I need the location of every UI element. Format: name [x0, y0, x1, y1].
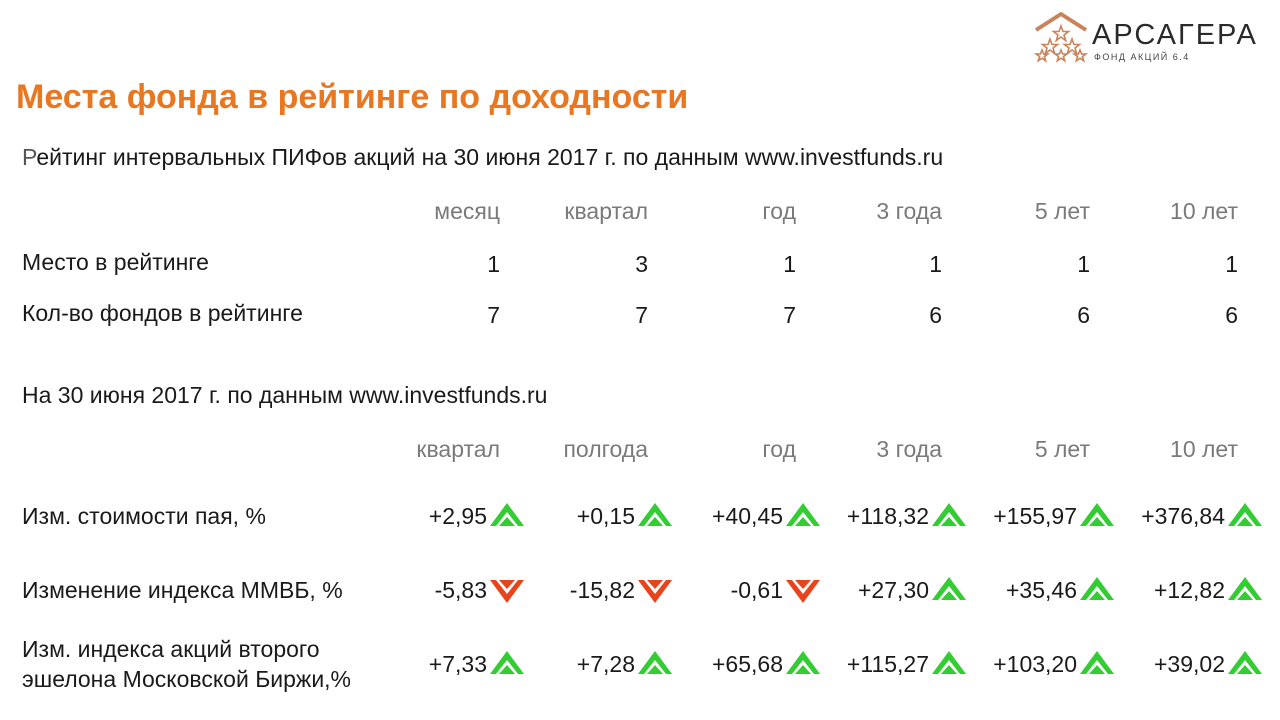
page-title: Места фонда в рейтинге по доходности	[16, 78, 689, 116]
rating-cell: 1	[1077, 251, 1090, 277]
returns-value: -5,83	[434, 576, 487, 603]
green-up-arrow-icon	[932, 651, 966, 674]
rating-cell: 1	[783, 251, 796, 277]
returns-value: +118,32	[846, 502, 929, 529]
returns-value: -0,61	[730, 576, 783, 603]
green-up-arrow-icon	[490, 651, 524, 674]
rating-cell: 6	[929, 302, 942, 328]
rating-cell: 7	[635, 302, 648, 328]
rating-caption-rest: ейтинг интервальных ПИФов акций на 30 ию…	[36, 144, 944, 170]
returns-cell: -15,82	[570, 573, 674, 607]
rating-cell: 1	[1225, 251, 1238, 277]
returns-cell: +65,68	[712, 647, 822, 681]
returns-value: -15,82	[569, 576, 635, 603]
green-up-arrow-icon	[638, 503, 672, 526]
green-up-arrow-icon	[786, 651, 820, 674]
green-up-arrow-icon	[932, 577, 966, 600]
returns-cell: +118,32	[847, 499, 968, 533]
logo-name: АРСАГЕРА	[1092, 19, 1258, 51]
rating-column-header: месяц	[434, 198, 500, 224]
green-up-arrow-icon	[1228, 503, 1262, 526]
returns-row-label-line: Изм. индекса акций второго	[22, 636, 320, 662]
returns-cell: +12,82	[1154, 573, 1264, 607]
returns-value: +35,46	[1006, 576, 1077, 603]
returns-cell: +40,45	[712, 499, 822, 533]
red-down-arrow-icon	[638, 580, 672, 603]
rating-cell: 7	[783, 302, 796, 328]
rating-cell: 1	[487, 251, 500, 277]
returns-cell: -5,83	[435, 573, 526, 607]
returns-row-label: Изм. стоимости пая, %	[22, 501, 266, 531]
returns-row-label-line: эшелона Московской Биржи,%	[22, 666, 352, 692]
rating-column-header: квартал	[564, 198, 648, 224]
green-up-arrow-icon	[786, 503, 820, 526]
green-up-arrow-icon	[1228, 651, 1262, 674]
returns-value: +0,15	[576, 502, 635, 529]
returns-row-label: Изменение индекса ММВБ, %	[22, 575, 343, 605]
red-down-arrow-icon	[786, 580, 820, 603]
green-up-arrow-icon	[1080, 577, 1114, 600]
rating-row-label: Кол-во фондов в рейтинге	[22, 300, 303, 326]
returns-value: +115,27	[846, 650, 929, 677]
green-up-arrow-icon	[490, 503, 524, 526]
green-up-arrow-icon	[1080, 503, 1114, 526]
returns-column-header: год	[762, 436, 796, 462]
green-up-arrow-icon	[638, 651, 672, 674]
rating-cell: 1	[929, 251, 942, 277]
rating-column-header: 10 лет	[1170, 198, 1238, 224]
rating-caption: Рейтинг интервальных ПИФов акций на 30 и…	[22, 144, 943, 171]
returns-cell: +35,46	[1006, 573, 1116, 607]
returns-caption: На 30 июня 2017 г. по данным www.investf…	[22, 382, 548, 408]
returns-cell: +7,28	[577, 647, 674, 681]
red-down-arrow-icon	[490, 580, 524, 603]
returns-value: +7,33	[428, 650, 487, 677]
logo: АРСАГЕРА ФОНД АКЦИЙ 6.4	[1034, 12, 1270, 66]
returns-value: +12,82	[1154, 576, 1225, 603]
rating-cell: 3	[635, 251, 648, 277]
returns-value: +27,30	[858, 576, 929, 603]
returns-row-label-line: Изменение индекса ММВБ, %	[22, 577, 343, 603]
green-up-arrow-icon	[1080, 651, 1114, 674]
returns-cell: +103,20	[993, 647, 1116, 681]
logo-subtitle: ФОНД АКЦИЙ 6.4	[1094, 52, 1190, 62]
rating-column-header: 5 лет	[1034, 198, 1090, 224]
logo-stars-house-icon	[1034, 12, 1088, 63]
rating-cell: 6	[1225, 302, 1238, 328]
rating-row-label: Место в рейтинге	[22, 249, 209, 275]
returns-value: +103,20	[993, 650, 1077, 677]
returns-cell: +155,97	[993, 499, 1116, 533]
rating-caption-first-letter: Р	[22, 144, 37, 170]
rating-column-header: 3 года	[876, 198, 942, 224]
returns-column-header: 3 года	[876, 436, 942, 462]
returns-value: +7,28	[576, 650, 635, 677]
returns-value: +40,45	[712, 502, 783, 529]
rating-cell: 6	[1077, 302, 1090, 328]
rating-column-header: год	[762, 198, 796, 224]
returns-cell: +115,27	[847, 647, 968, 681]
returns-value: +376,84	[1141, 502, 1225, 529]
returns-value: +155,97	[993, 502, 1077, 529]
green-up-arrow-icon	[1228, 577, 1262, 600]
green-up-arrow-icon	[932, 503, 966, 526]
rating-cell: 7	[487, 302, 500, 328]
returns-value: +2,95	[428, 502, 487, 529]
returns-column-header: квартал	[416, 436, 500, 462]
returns-value: +65,68	[712, 650, 783, 677]
returns-cell: +7,33	[429, 647, 526, 681]
returns-cell: +2,95	[429, 499, 526, 533]
returns-value: +39,02	[1154, 650, 1225, 677]
returns-column-header: полгода	[563, 436, 648, 462]
returns-cell: +39,02	[1154, 647, 1264, 681]
returns-cell: -0,61	[731, 573, 822, 607]
returns-row-label: Изм. индекса акций второго эшелона Москов…	[22, 634, 351, 694]
returns-column-header: 10 лет	[1170, 436, 1238, 462]
returns-row-label-line: Изм. стоимости пая, %	[22, 503, 266, 529]
returns-cell: +376,84	[1141, 499, 1264, 533]
returns-cell: +0,15	[577, 499, 674, 533]
returns-cell: +27,30	[858, 573, 968, 607]
returns-column-header: 5 лет	[1034, 436, 1090, 462]
